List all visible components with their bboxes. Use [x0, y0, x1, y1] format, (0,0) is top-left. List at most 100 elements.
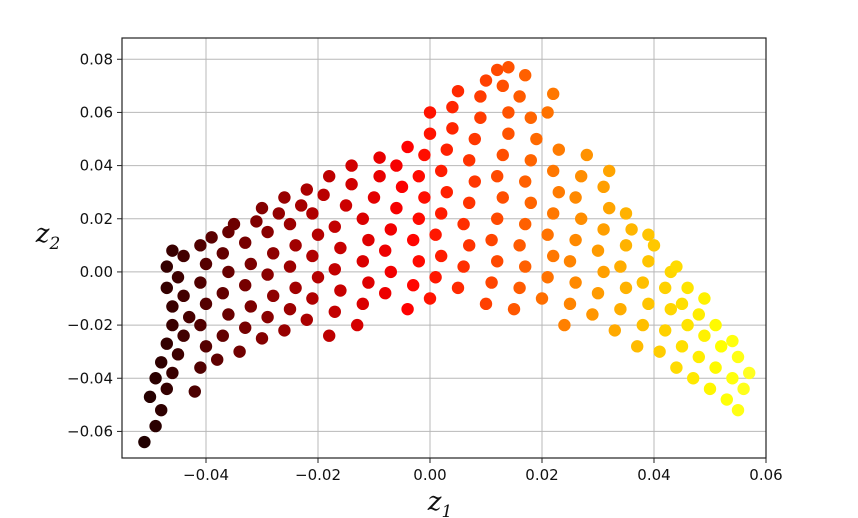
scatter-point — [166, 300, 179, 313]
scatter-point — [227, 217, 241, 231]
scatter-point — [435, 164, 448, 178]
scatter-point — [289, 239, 302, 252]
scatter-point — [166, 318, 179, 332]
scatter-point — [731, 403, 745, 417]
scatter-point — [496, 148, 509, 162]
scatter-point — [731, 350, 745, 364]
scatter-point — [614, 260, 627, 273]
scatter-point — [468, 132, 481, 146]
scatter-point — [625, 223, 638, 236]
scatter-point — [205, 231, 218, 244]
scatter-point — [491, 170, 504, 183]
scatter-point — [698, 292, 711, 305]
scatter-point — [451, 281, 465, 295]
scatter-point — [373, 151, 386, 164]
scatter-point — [535, 292, 549, 305]
scatter-point — [575, 170, 588, 183]
scatter-point — [244, 300, 257, 313]
scatter-point — [435, 207, 448, 220]
scatter-point — [143, 390, 157, 404]
scatter-point — [401, 302, 414, 316]
scatter-point — [171, 348, 185, 361]
grid-lines — [122, 38, 767, 458]
scatter-point — [524, 154, 537, 167]
scatter-point — [272, 207, 285, 220]
scatter-point — [597, 180, 610, 194]
scatter-point — [642, 228, 655, 241]
y-tick-label: 0.02 — [80, 210, 113, 228]
scatter-point — [295, 199, 308, 212]
scatter-point — [194, 276, 207, 289]
scatter-point — [435, 249, 448, 263]
y-axis-label: z2 — [35, 219, 61, 254]
scatter-point — [547, 87, 560, 101]
y-tick-label: 0.00 — [80, 263, 113, 281]
scatter-point — [278, 191, 291, 204]
scatter-point — [440, 185, 453, 199]
scatter-point — [407, 233, 420, 247]
scatter-point — [278, 324, 291, 337]
scatter-point — [636, 318, 649, 332]
scatter-points — [138, 61, 756, 449]
scatter-point — [726, 334, 739, 348]
scatter-point — [199, 257, 213, 271]
scatter-point — [323, 170, 336, 183]
scatter-point — [311, 271, 325, 284]
scatter-point — [541, 228, 554, 241]
scatter-point — [412, 255, 425, 268]
y-tick-label: 0.06 — [80, 103, 113, 121]
scatter-point — [177, 249, 190, 263]
scatter-point — [709, 361, 722, 374]
x-tick-label: 0.06 — [749, 466, 782, 484]
scatter-point — [479, 297, 493, 311]
scatter-point — [423, 106, 437, 119]
scatter-point — [255, 201, 269, 215]
scatter-point — [692, 308, 705, 321]
scatter-point — [283, 217, 297, 231]
x-tick-label: −0.04 — [183, 466, 229, 484]
scatter-point — [423, 127, 437, 140]
scatter-point — [306, 249, 319, 263]
scatter-point — [149, 419, 162, 433]
scatter-point — [653, 345, 666, 358]
scatter-point — [446, 122, 459, 135]
scatter-point — [216, 247, 229, 260]
scatter-point — [603, 164, 616, 178]
scatter-point — [446, 100, 459, 114]
scatter-point — [306, 207, 319, 220]
scatter-point — [311, 228, 325, 241]
scatter-point — [491, 63, 504, 77]
scatter-point — [334, 241, 347, 255]
scatter-point — [474, 90, 487, 103]
scatter-point — [479, 74, 493, 87]
scatter-point — [194, 318, 207, 332]
scatter-point — [524, 196, 537, 210]
scatter-point — [720, 393, 733, 406]
scatter-point — [659, 281, 672, 295]
scatter-point — [541, 271, 554, 284]
x-tick-label: 0.00 — [413, 466, 446, 484]
scatter-point — [216, 286, 229, 300]
scatter-point — [356, 297, 369, 311]
scatter-point — [642, 297, 655, 311]
scatter-point — [194, 239, 207, 252]
scatter-point — [463, 239, 476, 252]
scatter-point — [502, 127, 515, 140]
scatter-point — [328, 305, 341, 318]
scatter-point — [709, 318, 722, 332]
scatter-point — [463, 196, 476, 210]
scatter-point — [547, 207, 560, 220]
scatter-point — [166, 244, 179, 257]
scatter-point — [502, 106, 515, 119]
scatter-point — [267, 247, 280, 260]
scatter-point — [485, 276, 498, 289]
scatter-point — [608, 324, 621, 337]
x-tick-label: 0.02 — [525, 466, 558, 484]
axis-ticks: −0.04 −0.02 0.00 0.02 0.04 0.06 −0.06 −0.04 −0.0… — [67, 50, 783, 484]
scatter-point — [194, 361, 207, 374]
scatter-point — [698, 329, 711, 342]
scatter-point — [177, 329, 190, 342]
y-tick-label: 0.08 — [80, 50, 113, 68]
scatter-point — [496, 191, 509, 204]
scatter-point — [485, 233, 498, 247]
